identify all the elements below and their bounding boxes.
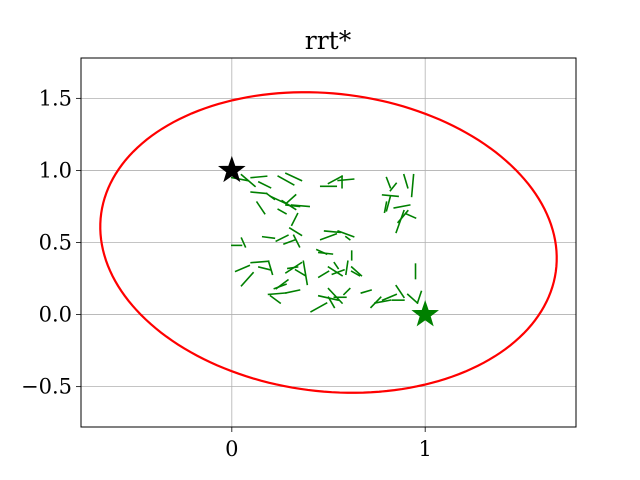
- tree-edge: [234, 264, 251, 273]
- tree-edge: [393, 204, 411, 209]
- y-tick-label: 1.5: [39, 86, 72, 110]
- tree-edge: [250, 191, 268, 195]
- tree-edge: [261, 235, 276, 240]
- bounding-ellipse: [99, 91, 558, 394]
- tree-edge: [275, 278, 290, 290]
- tree-edge: [381, 293, 398, 302]
- tree-edge: [406, 293, 419, 305]
- tree-edge: [337, 178, 355, 182]
- rrt-tree: [230, 172, 423, 313]
- y-tick-label: −0.5: [21, 375, 72, 399]
- x-tick-label: 0: [225, 437, 238, 461]
- tree-edge: [284, 261, 303, 274]
- tree-edge: [285, 289, 301, 294]
- x-tick-label: 1: [418, 437, 431, 461]
- tree-edge: [294, 268, 307, 277]
- tree-edge: [290, 212, 299, 227]
- start-star-marker: [218, 155, 246, 183]
- tick-layer: 0 1 −0.5 0.0 0.5 1.0 1.5: [21, 86, 432, 461]
- tree-edge: [402, 173, 409, 189]
- tree-edge: [250, 175, 268, 179]
- tree-edge: [240, 237, 247, 248]
- tree-edge: [284, 172, 303, 182]
- tree-edge: [383, 201, 388, 214]
- grid-layer: [81, 58, 576, 427]
- tree-edge: [292, 234, 301, 248]
- tree-edge: [269, 294, 282, 305]
- tree-edge: [327, 265, 344, 277]
- tree-edge: [240, 173, 257, 188]
- tree-edge: [389, 182, 398, 192]
- chart-title: rrt*: [305, 26, 352, 55]
- tree-edge: [410, 173, 415, 198]
- tree-edge: [416, 290, 423, 305]
- tree-edge: [327, 287, 344, 305]
- tree-edge: [240, 271, 255, 287]
- tree-edge: [385, 195, 392, 212]
- tree-edge: [319, 232, 338, 241]
- tree-edge: [323, 230, 341, 234]
- tree-edge: [277, 175, 295, 186]
- tree-edge: [282, 238, 297, 245]
- tree-edge: [257, 266, 272, 271]
- tree-edge: [360, 289, 373, 294]
- tree-edge: [327, 175, 344, 185]
- tree-edge: [317, 270, 330, 279]
- plot-area: [81, 58, 576, 427]
- marker-layer: [218, 155, 439, 327]
- tree-edge: [257, 180, 272, 189]
- tree-edge: [350, 265, 363, 277]
- y-tick-label: 1.0: [39, 158, 72, 182]
- tree-edge: [385, 176, 392, 189]
- tree-edge: [230, 176, 249, 182]
- tree-edge: [288, 226, 303, 237]
- tree-edge: [275, 234, 289, 243]
- tree-edge: [290, 204, 311, 208]
- y-tick-label: 0.0: [39, 303, 72, 327]
- tree-edge: [331, 268, 345, 276]
- ellipse-layer: [99, 91, 558, 394]
- tree-edge: [395, 284, 406, 299]
- tree-edge: [317, 251, 334, 255]
- y-tick-label: 0.5: [39, 231, 72, 255]
- tree-edge: [404, 212, 417, 220]
- tree-edge: [344, 235, 351, 241]
- tree-edge: [395, 209, 405, 234]
- tree-edge: [267, 260, 274, 276]
- tree-edge: [277, 208, 288, 215]
- tree-edge: [373, 299, 392, 304]
- tree-edge: [342, 287, 351, 296]
- tree-edge: [337, 229, 355, 238]
- tree-edge: [350, 270, 361, 277]
- tree-edge: [250, 260, 270, 264]
- tree-edge: [284, 193, 297, 205]
- goal-star-marker: [411, 300, 439, 327]
- tree-edge: [255, 201, 266, 215]
- tree-edge: [327, 296, 336, 309]
- tree-edge: [333, 261, 340, 270]
- tree-edge: [302, 260, 309, 286]
- tree-edge: [267, 292, 287, 296]
- tree-edge: [344, 260, 349, 276]
- tree-edge: [310, 301, 328, 313]
